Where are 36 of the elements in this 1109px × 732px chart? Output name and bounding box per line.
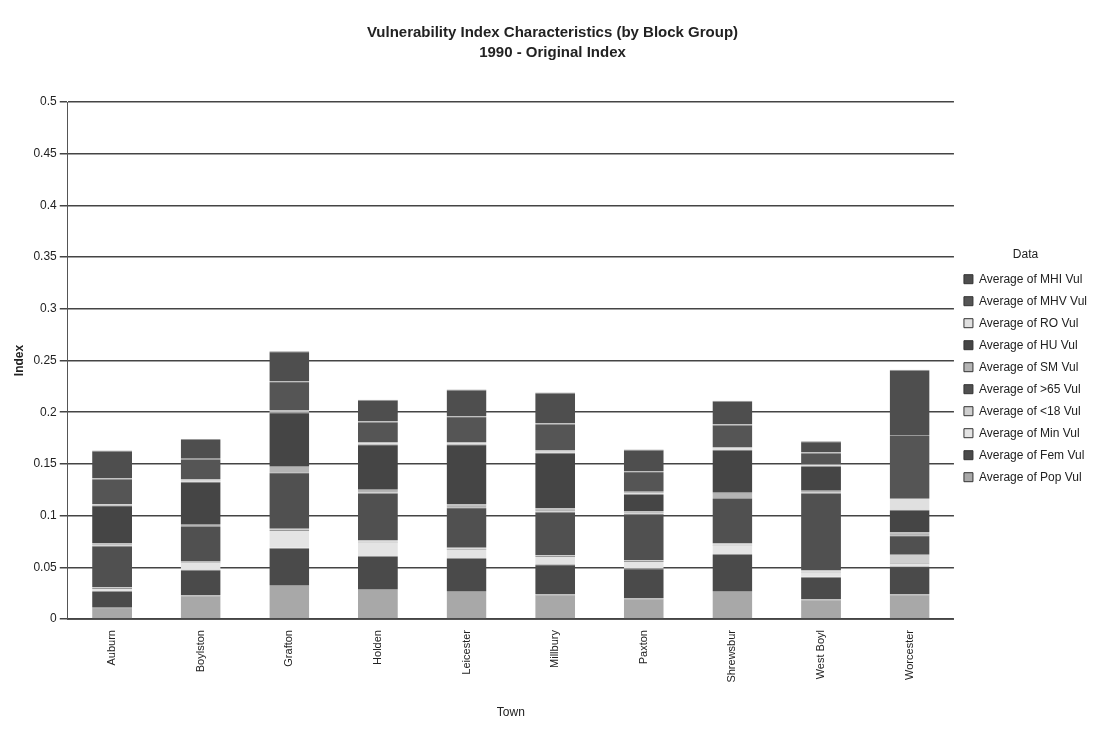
legend-label: Average of RO Vul [978, 315, 1079, 330]
x-tick-label: Grafton [282, 630, 295, 667]
x-tick-label: Holden [370, 630, 383, 665]
legend-label: Average of Pop Vul [978, 469, 1082, 484]
legend-label: Average of HU Vul [978, 337, 1078, 352]
x-tick-label: Boylston [193, 630, 206, 673]
y-axis-title: Index [11, 344, 26, 377]
chart-title: Vulnerability Index Characteristics (by Block Group) [366, 23, 739, 41]
y-tick-label: 0.35 [33, 249, 58, 264]
y-tick-label: 0 [50, 611, 58, 626]
x-tick-label: Millbury [548, 629, 561, 668]
legend-title: Data [1012, 247, 1039, 262]
y-tick-label: 0.4 [40, 197, 58, 212]
x-tick-label: Worcester [902, 629, 915, 680]
legend-label: Average of MHI Vul [978, 271, 1083, 286]
x-tick-label: Leicester [459, 629, 472, 675]
y-tick-label: 0.5 [40, 94, 58, 109]
legend-label: Average of Fem Vul [978, 447, 1085, 462]
y-tick-label: 0.15 [33, 456, 58, 471]
y-tick-label: 0.05 [33, 559, 58, 574]
chart-subtitle: 1990 - Original Index [479, 43, 627, 61]
legend-label: Average of MHV Vul [978, 293, 1088, 308]
y-tick-label: 0.3 [40, 301, 58, 316]
x-tick-label: West Boyl [814, 630, 827, 680]
legend-label: Average of >65 Vul [978, 381, 1081, 396]
y-tick-label: 0.2 [40, 404, 58, 419]
x-tick-label: Shrewsbur [725, 629, 738, 683]
y-tick-label: 0.45 [33, 146, 58, 161]
y-tick-label: 0.1 [40, 507, 58, 522]
y-tick-label: 0.25 [33, 352, 58, 367]
legend-label: Average of Min Vul [978, 425, 1080, 440]
legend-label: Average of SM Vul [978, 359, 1079, 374]
legend-label: Average of <18 Vul [978, 403, 1081, 418]
x-tick-label: Paxton [636, 630, 649, 665]
x-tick-label: Auburn [105, 630, 118, 666]
x-axis-title: Town [496, 705, 525, 720]
